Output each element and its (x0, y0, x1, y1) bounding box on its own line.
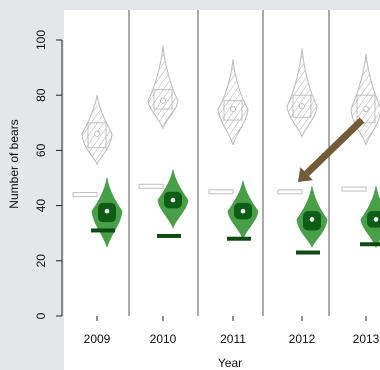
gray-median-point (93, 130, 101, 137)
x-tick-label-2011: 2011 (220, 332, 246, 346)
gray-iqr-box (87, 122, 107, 149)
y-tick-label: 20 (34, 254, 48, 268)
x-axis-title: Year (218, 356, 242, 370)
x-tick-label-2009: 2009 (84, 332, 111, 346)
dark-marker-bar (91, 228, 115, 233)
x-tick-label-2013: 2013 (353, 332, 380, 346)
y-tick-label: 80 (34, 88, 48, 102)
gray-violin-2011 (217, 59, 249, 146)
y-tick-label: 60 (34, 143, 48, 157)
green-median-point (240, 208, 246, 214)
gray-median-point (298, 103, 306, 110)
open-marker (341, 186, 367, 192)
gray-iqr-box (223, 100, 243, 121)
x-tick-label-2010: 2010 (150, 332, 177, 346)
dark-marker-bar (157, 233, 181, 238)
open-marker (138, 183, 164, 189)
open-marker (72, 192, 98, 198)
green-median-point (104, 208, 110, 214)
dark-marker-bar (360, 242, 380, 247)
gray-iqr-box (292, 94, 312, 118)
dark-marker-bar (296, 250, 320, 255)
green-median-point (373, 217, 379, 222)
gray-median-point (362, 105, 370, 113)
gray-median-point (159, 97, 167, 104)
dark-marker-bar (227, 236, 251, 241)
open-marker (277, 189, 303, 195)
annotation-arrow (304, 117, 365, 177)
gray-iqr-box (356, 94, 376, 124)
open-marker (208, 189, 234, 195)
y-axis: 0 20 40 60 80 100 (34, 30, 63, 319)
y-axis-title: Number of bears (7, 119, 21, 208)
gray-median-point (229, 105, 237, 113)
annotation-arrowhead (298, 167, 313, 182)
x-axis: 2009 2010 2011 2012 2013 (84, 316, 380, 346)
gray-iqr-box (153, 89, 173, 110)
y-tick-label: 40 (34, 199, 48, 213)
green-median-point (309, 217, 315, 222)
y-tick-label: 100 (34, 30, 48, 50)
green-iqr-box (367, 211, 380, 228)
gray-violin-2012 (286, 48, 318, 139)
x-tick-label-2012: 2012 (289, 332, 316, 346)
green-median-point (170, 197, 176, 203)
y-tick-label: 0 (34, 312, 48, 319)
gray-violin-2010 (147, 45, 179, 131)
